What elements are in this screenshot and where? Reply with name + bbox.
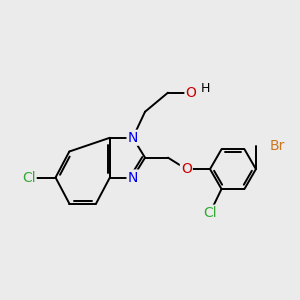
Text: Cl: Cl (22, 170, 36, 184)
Text: Br: Br (269, 139, 285, 153)
Text: H: H (201, 82, 210, 94)
Text: Cl: Cl (203, 206, 217, 220)
Text: O: O (185, 85, 197, 100)
Text: N: N (128, 170, 138, 184)
Text: O: O (181, 162, 192, 176)
Text: N: N (128, 131, 138, 145)
